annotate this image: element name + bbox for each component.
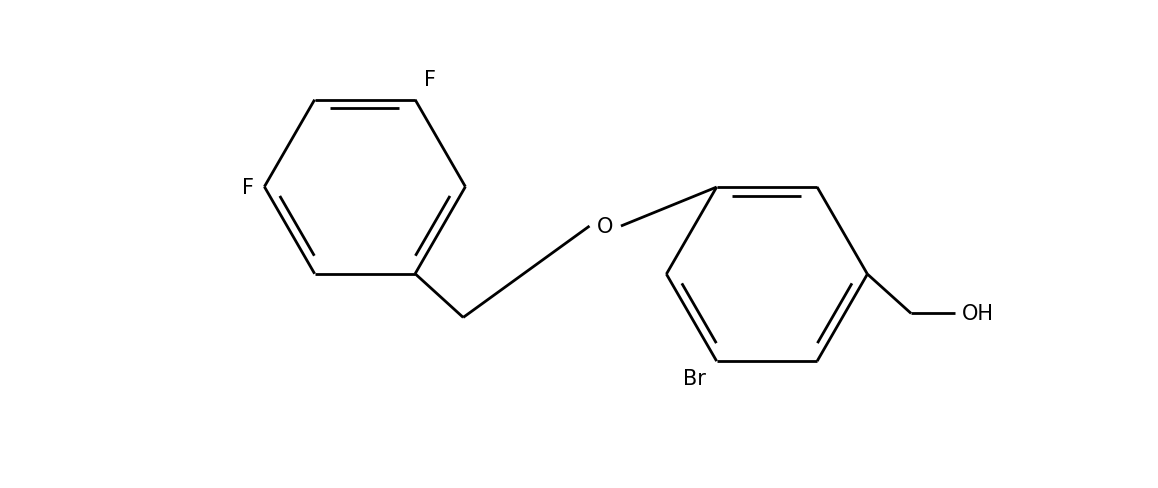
Text: OH: OH [962,304,994,324]
Text: O: O [598,217,614,237]
Text: F: F [424,70,435,90]
Text: Br: Br [683,368,706,388]
Text: F: F [242,177,254,197]
